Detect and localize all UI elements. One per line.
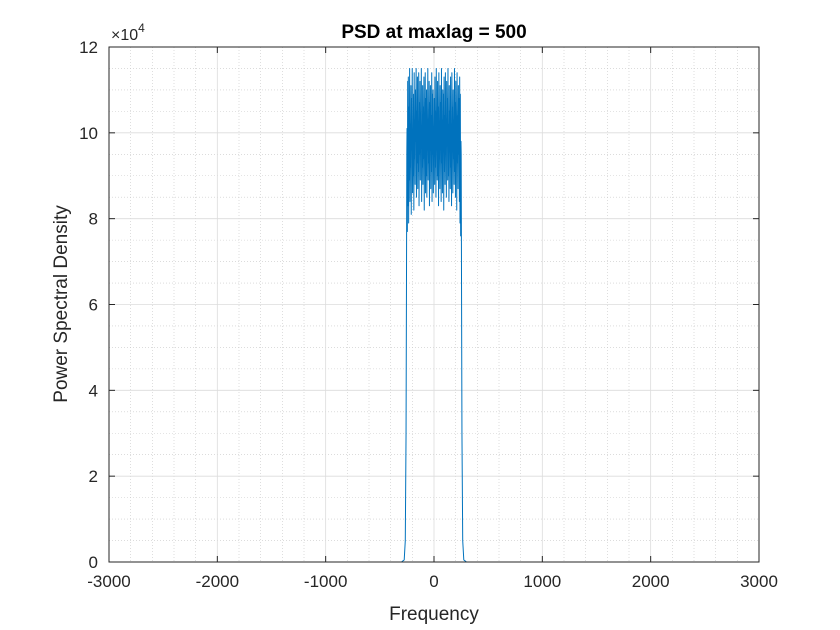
y-tick-label: 0 [89, 553, 98, 572]
y-multiplier-base: ×10 [111, 27, 138, 44]
series-layer [163, 67, 705, 563]
x-tick-label: -2000 [196, 572, 239, 591]
y-tick-label: 6 [89, 296, 98, 315]
psd-series-line [163, 67, 705, 563]
axes-box [108, 46, 760, 563]
y-tick-label: 10 [79, 124, 98, 143]
y-axis-label: Power Spectral Density [51, 205, 72, 403]
y-tick-labels: 0 2 4 6 8 10 12 [79, 38, 98, 572]
x-tick-label: 2000 [632, 572, 670, 591]
x-tick-label: 1000 [523, 572, 561, 591]
y-tick-label: 12 [79, 38, 98, 57]
x-tick-label: 0 [429, 572, 438, 591]
y-tick-label: 2 [89, 467, 98, 486]
chart-title: PSD at maxlag = 500 [341, 22, 526, 43]
x-axis-label: Frequency [389, 604, 479, 625]
x-tick-labels: -3000 -2000 -1000 0 1000 2000 3000 [87, 572, 778, 591]
y-tick-label: 4 [89, 381, 98, 400]
x-tick-label: -1000 [304, 572, 347, 591]
y-multiplier-label: ×104 [111, 21, 145, 44]
y-tick-label: 8 [89, 210, 98, 229]
x-tick-label: -3000 [87, 572, 130, 591]
x-tick-label: 3000 [740, 572, 778, 591]
y-multiplier-exponent: 4 [138, 21, 145, 35]
